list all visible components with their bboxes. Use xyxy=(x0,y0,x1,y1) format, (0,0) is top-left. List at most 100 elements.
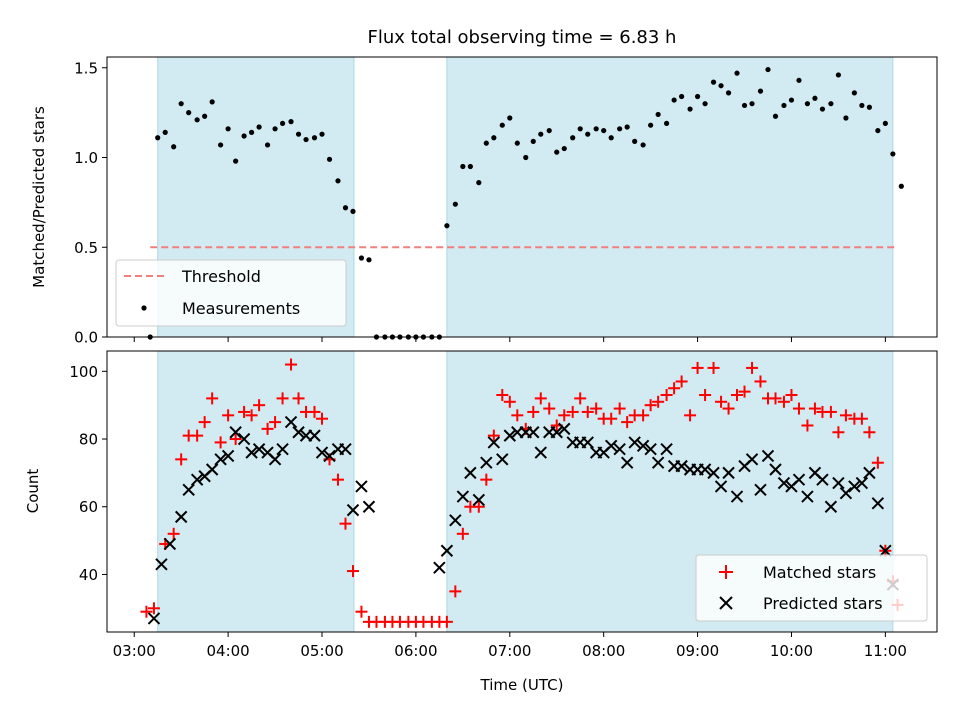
predicted-star-point xyxy=(155,558,168,571)
predicted-star-point xyxy=(698,463,712,476)
measurement-point xyxy=(186,110,192,116)
matched-star-point xyxy=(198,416,211,429)
measurement-point xyxy=(483,140,489,146)
predicted-star-point xyxy=(480,456,493,469)
measurement-point xyxy=(326,156,333,162)
matched-star-point xyxy=(167,527,180,540)
measurement-point xyxy=(264,142,271,148)
predicted-star-point xyxy=(644,442,657,456)
predicted-star-point xyxy=(237,432,251,446)
top-y-axis-label: Matched/Predicted stars xyxy=(30,106,48,288)
measurement-point xyxy=(890,151,896,157)
xtick-label: 07:00 xyxy=(488,642,531,660)
predicted-star-point xyxy=(714,480,728,493)
matched-star-point xyxy=(480,473,493,486)
matched-star-point xyxy=(245,409,258,422)
measurement-point xyxy=(632,138,638,144)
measurement-point xyxy=(561,145,567,152)
measurement-point xyxy=(624,124,630,130)
legend-measurements-swatch xyxy=(141,305,147,311)
measurement-point xyxy=(279,120,286,127)
top-ytick-label: 1.0 xyxy=(74,149,98,167)
predicted-star-point xyxy=(832,476,845,490)
matched-star-point xyxy=(534,392,547,405)
measurement-point xyxy=(718,83,724,89)
measurement-point xyxy=(585,131,591,137)
predicted-star-point xyxy=(816,473,829,486)
measurement-point xyxy=(248,129,255,135)
predicted-star-point xyxy=(761,449,775,463)
measurement-point xyxy=(741,102,748,109)
matched-star-point xyxy=(574,392,587,405)
measurement-point xyxy=(319,131,325,137)
matched-star-point xyxy=(839,409,852,422)
measurement-point xyxy=(725,90,732,96)
matched-star-point xyxy=(527,405,540,418)
matched-star-point xyxy=(456,527,469,540)
x-axis-label: Time (UTC) xyxy=(480,676,564,694)
measurement-point xyxy=(804,101,811,107)
measurement-point xyxy=(507,115,513,121)
predicted-star-point xyxy=(863,466,876,480)
predicted-star-point xyxy=(284,415,298,429)
predicted-star-point xyxy=(464,466,477,480)
top-legend: Threshold Measurements xyxy=(115,259,347,327)
predicted-star-point xyxy=(879,544,892,557)
matched-star-point xyxy=(355,605,368,618)
measurement-point xyxy=(178,101,184,107)
predicted-star-point xyxy=(503,429,517,442)
matched-star-point xyxy=(699,389,712,402)
matched-star-point xyxy=(652,395,665,408)
measurement-point xyxy=(788,97,795,103)
predicted-star-point xyxy=(205,463,219,476)
measurement-point xyxy=(162,129,168,135)
predicted-star-point xyxy=(214,453,227,466)
matched-star-point xyxy=(175,453,188,466)
predicted-star-point xyxy=(487,436,501,449)
predicted-star-point xyxy=(229,426,242,439)
matched-star-point xyxy=(308,405,321,418)
matched-star-point xyxy=(769,392,782,405)
predicted-star-point xyxy=(651,456,665,469)
measurement-point xyxy=(288,119,294,125)
measurement-point xyxy=(710,79,717,85)
matched-star-point xyxy=(777,395,790,408)
top-axes-frame xyxy=(106,56,938,338)
measurement-point xyxy=(749,101,755,107)
measurement-point xyxy=(311,135,318,141)
matched-star-point xyxy=(214,436,227,449)
predicted-star-point xyxy=(323,449,336,463)
predicted-star-point xyxy=(769,463,782,476)
measurement-point xyxy=(570,135,576,141)
matched-star-point xyxy=(863,426,876,439)
predicted-star-point xyxy=(636,439,650,453)
measurement-point xyxy=(593,126,599,132)
matched-star-point xyxy=(140,605,153,618)
top-ytick-label: 0.0 xyxy=(74,329,98,347)
measurement-point xyxy=(546,127,552,134)
matched-star-point xyxy=(660,389,673,402)
predicted-star-point xyxy=(730,490,744,503)
xtick-label: 06:00 xyxy=(394,642,437,660)
measurement-point xyxy=(209,99,215,105)
predicted-star-point xyxy=(871,497,885,510)
predicted-star-point xyxy=(456,490,470,503)
xtick-label: 04:00 xyxy=(207,642,250,660)
measurement-point xyxy=(796,77,802,83)
matched-star-point xyxy=(238,405,251,418)
predicted-star-point xyxy=(628,436,641,449)
measurement-point xyxy=(608,135,614,141)
predicted-star-point xyxy=(496,453,509,466)
measurement-point xyxy=(694,93,701,100)
top-ytick-label: 1.5 xyxy=(74,59,98,77)
measurement-point xyxy=(194,117,200,123)
predicted-star-point xyxy=(339,442,352,456)
matched-star-point xyxy=(871,456,884,469)
matched-star-point xyxy=(269,416,282,429)
measurement-point xyxy=(554,149,560,155)
predicted-star-point xyxy=(315,446,329,459)
predicted-star-point xyxy=(848,480,861,493)
predicted-star-point xyxy=(620,456,634,469)
matched-star-point xyxy=(222,409,235,422)
measurement-point xyxy=(171,144,177,150)
